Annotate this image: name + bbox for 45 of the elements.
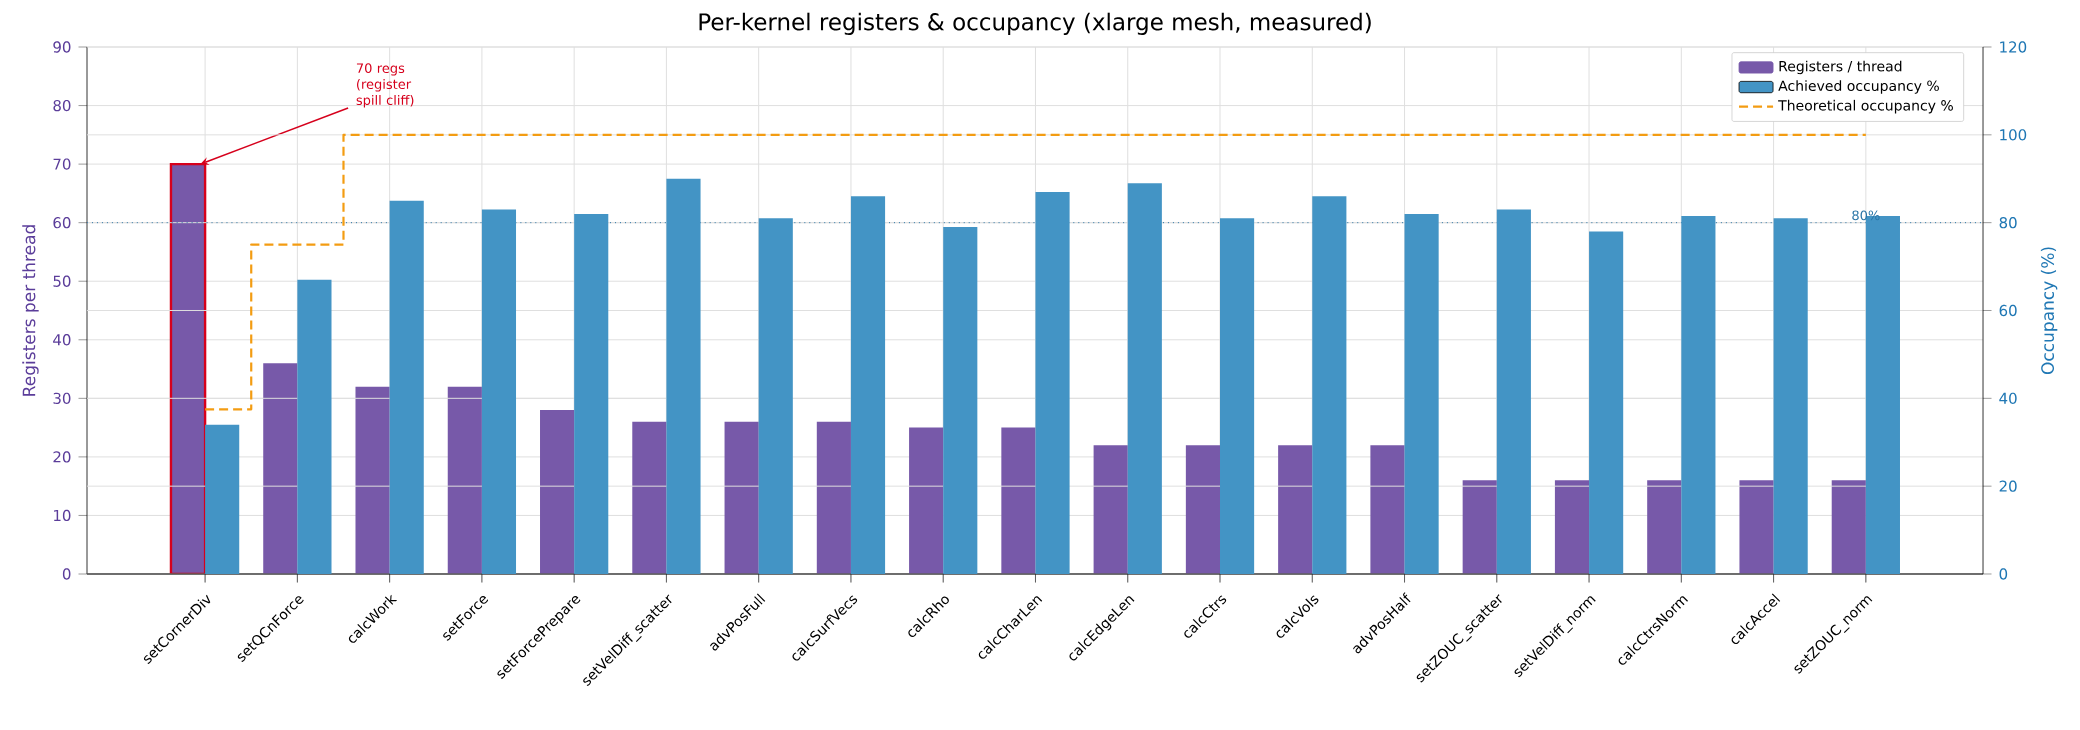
- bar: [1554, 480, 1590, 574]
- y-tick-label: 70: [53, 158, 71, 170]
- bar: [1220, 218, 1255, 574]
- y2-tick-label: 20: [1999, 480, 2017, 492]
- bar: [574, 213, 609, 574]
- y-tick-label: 20: [53, 451, 71, 463]
- bar: [1831, 480, 1866, 574]
- y-tick-label: 10: [54, 509, 71, 522]
- y2-tick-label: 120: [2000, 41, 2027, 53]
- legend-label: Registers / thread: [1779, 60, 1902, 75]
- y-tick-label: 60: [53, 217, 71, 229]
- y-tick-label: 50: [53, 275, 71, 287]
- bar: [1035, 191, 1070, 574]
- bar: [1404, 213, 1439, 574]
- bar: [1681, 216, 1716, 574]
- y2-tick-label: 100: [2000, 129, 2027, 141]
- bar: [1093, 445, 1128, 574]
- bar: [850, 196, 886, 574]
- y-tick-label: 90: [53, 41, 71, 53]
- bar: [1647, 480, 1682, 574]
- y2-tick-label: 40: [1999, 392, 2017, 405]
- y-tick-label: 30: [53, 392, 71, 405]
- bar: [1462, 480, 1497, 574]
- bar: [943, 227, 978, 574]
- bar: [1312, 196, 1347, 574]
- bar: [666, 178, 701, 574]
- legend-label: Achieved occupancy %: [1778, 80, 1939, 94]
- y-axis-title: Registers per thread: [22, 225, 39, 396]
- y2-tick-label: 60: [1999, 304, 2017, 317]
- y2-tick-label: 80: [1999, 217, 2017, 229]
- ref-line-label: 80%: [1852, 210, 1880, 221]
- bar: [1496, 209, 1531, 574]
- chart-title: Per-kernel registers & occupancy (xlarge mesh, measured): [699, 12, 1371, 35]
- bar: [1773, 218, 1808, 574]
- legend-label: Theoretical occupancy %: [1778, 99, 1953, 114]
- bar: [1589, 231, 1624, 574]
- y-tick-label: 80: [53, 99, 71, 112]
- bar: [1739, 480, 1774, 574]
- bar: [758, 218, 793, 574]
- y-tick-label: 0: [62, 568, 71, 580]
- y2-tick-label: 0: [1999, 568, 2008, 580]
- bar: [1127, 183, 1162, 574]
- annotation: 70 regs (register spill cliff): [356, 63, 414, 108]
- y2-axis-title: Occupancy (%): [2040, 247, 2058, 375]
- y-tick-label: 40: [53, 334, 71, 346]
